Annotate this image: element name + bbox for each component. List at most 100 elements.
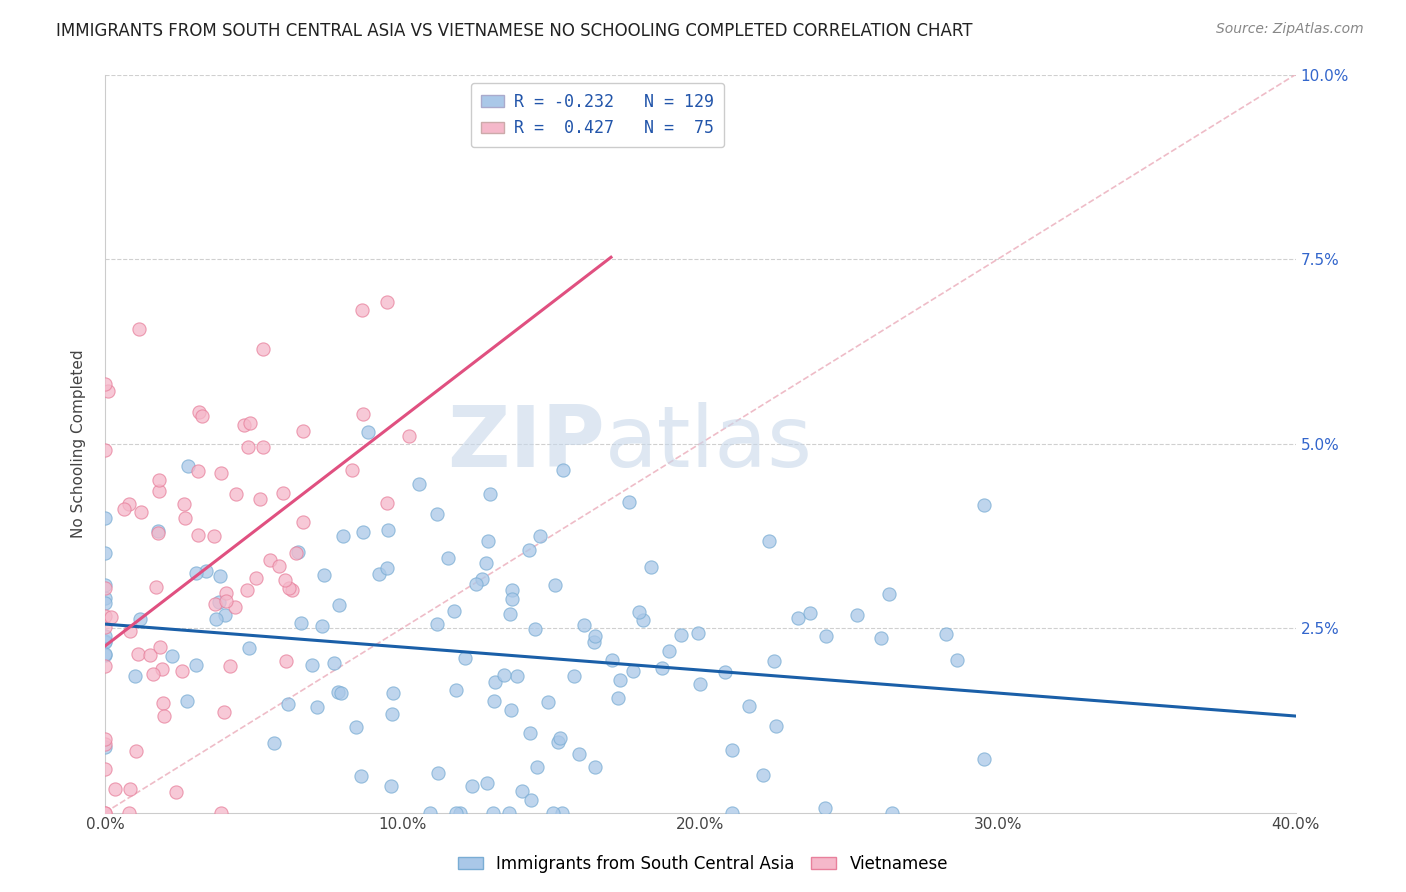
Point (328, 685, 350, 699)
Point (600, 653, 623, 667)
Point (311, 619, 333, 633)
Point (498, 607, 520, 621)
Point (443, 604, 465, 618)
Point (267, 559, 290, 574)
Point (763, 654, 786, 668)
Point (869, 631, 891, 645)
Point (814, 629, 837, 643)
Point (301, 657, 323, 672)
Point (381, 706, 404, 721)
Point (880, 805, 903, 820)
Point (375, 295, 398, 310)
Point (252, 440, 274, 454)
Point (501, 592, 523, 607)
Point (129, 505, 152, 519)
Point (550, 805, 572, 820)
Point (277, 697, 299, 711)
Point (520, 793, 543, 807)
Point (148, 473, 170, 487)
Point (332, 529, 354, 543)
Point (562, 669, 585, 683)
Point (245, 571, 267, 585)
Point (259, 553, 281, 567)
Point (314, 567, 336, 582)
Point (292, 425, 315, 439)
Point (330, 686, 353, 700)
Point (284, 546, 307, 560)
Point (204, 597, 226, 611)
Point (94, 591, 117, 606)
Point (583, 635, 606, 649)
Point (124, 668, 146, 682)
Point (184, 658, 207, 673)
Point (499, 703, 522, 717)
Point (127, 647, 149, 661)
Point (651, 661, 673, 675)
Point (377, 496, 399, 510)
Point (214, 705, 236, 719)
Point (148, 524, 170, 539)
Point (152, 696, 174, 710)
Point (501, 582, 523, 597)
Point (187, 464, 209, 478)
Point (120, 781, 142, 796)
Point (945, 653, 967, 667)
Point (357, 425, 380, 439)
Point (568, 747, 591, 761)
Point (236, 582, 259, 597)
Point (477, 534, 499, 549)
Point (238, 640, 260, 655)
Point (94, 629, 117, 643)
Point (879, 587, 901, 601)
Point (94, 377, 117, 392)
Point (94, 658, 117, 673)
Point (519, 726, 541, 740)
Point (94, 609, 117, 624)
Point (128, 612, 150, 626)
Point (572, 618, 595, 632)
Point (484, 675, 506, 690)
Point (94, 731, 117, 746)
Point (219, 659, 242, 673)
Point (215, 594, 238, 608)
Point (188, 405, 211, 419)
Point (609, 673, 631, 688)
Point (202, 529, 225, 543)
Point (606, 690, 628, 705)
Point (148, 484, 170, 499)
Point (184, 566, 207, 581)
Point (94, 596, 117, 610)
Point (340, 462, 363, 476)
Point (758, 534, 780, 549)
Point (100, 610, 122, 624)
Point (94, 647, 117, 661)
Point (125, 744, 148, 758)
Text: atlas: atlas (605, 402, 813, 485)
Point (714, 665, 737, 679)
Point (323, 656, 346, 670)
Point (117, 497, 139, 511)
Point (478, 487, 501, 501)
Point (419, 805, 441, 820)
Point (215, 586, 238, 600)
Point (398, 429, 420, 443)
Point (224, 600, 246, 615)
Point (187, 528, 209, 542)
Point (460, 780, 482, 794)
Point (380, 779, 402, 793)
Point (94, 510, 117, 524)
Point (548, 731, 571, 745)
Point (307, 700, 329, 714)
Point (112, 501, 135, 516)
Point (426, 617, 449, 632)
Point (352, 524, 374, 539)
Point (214, 608, 236, 623)
Point (170, 664, 193, 678)
Point (209, 466, 232, 480)
Point (547, 735, 569, 749)
Point (118, 805, 141, 820)
Point (449, 805, 471, 820)
Point (671, 628, 693, 642)
Point (689, 677, 711, 691)
Point (437, 550, 460, 565)
